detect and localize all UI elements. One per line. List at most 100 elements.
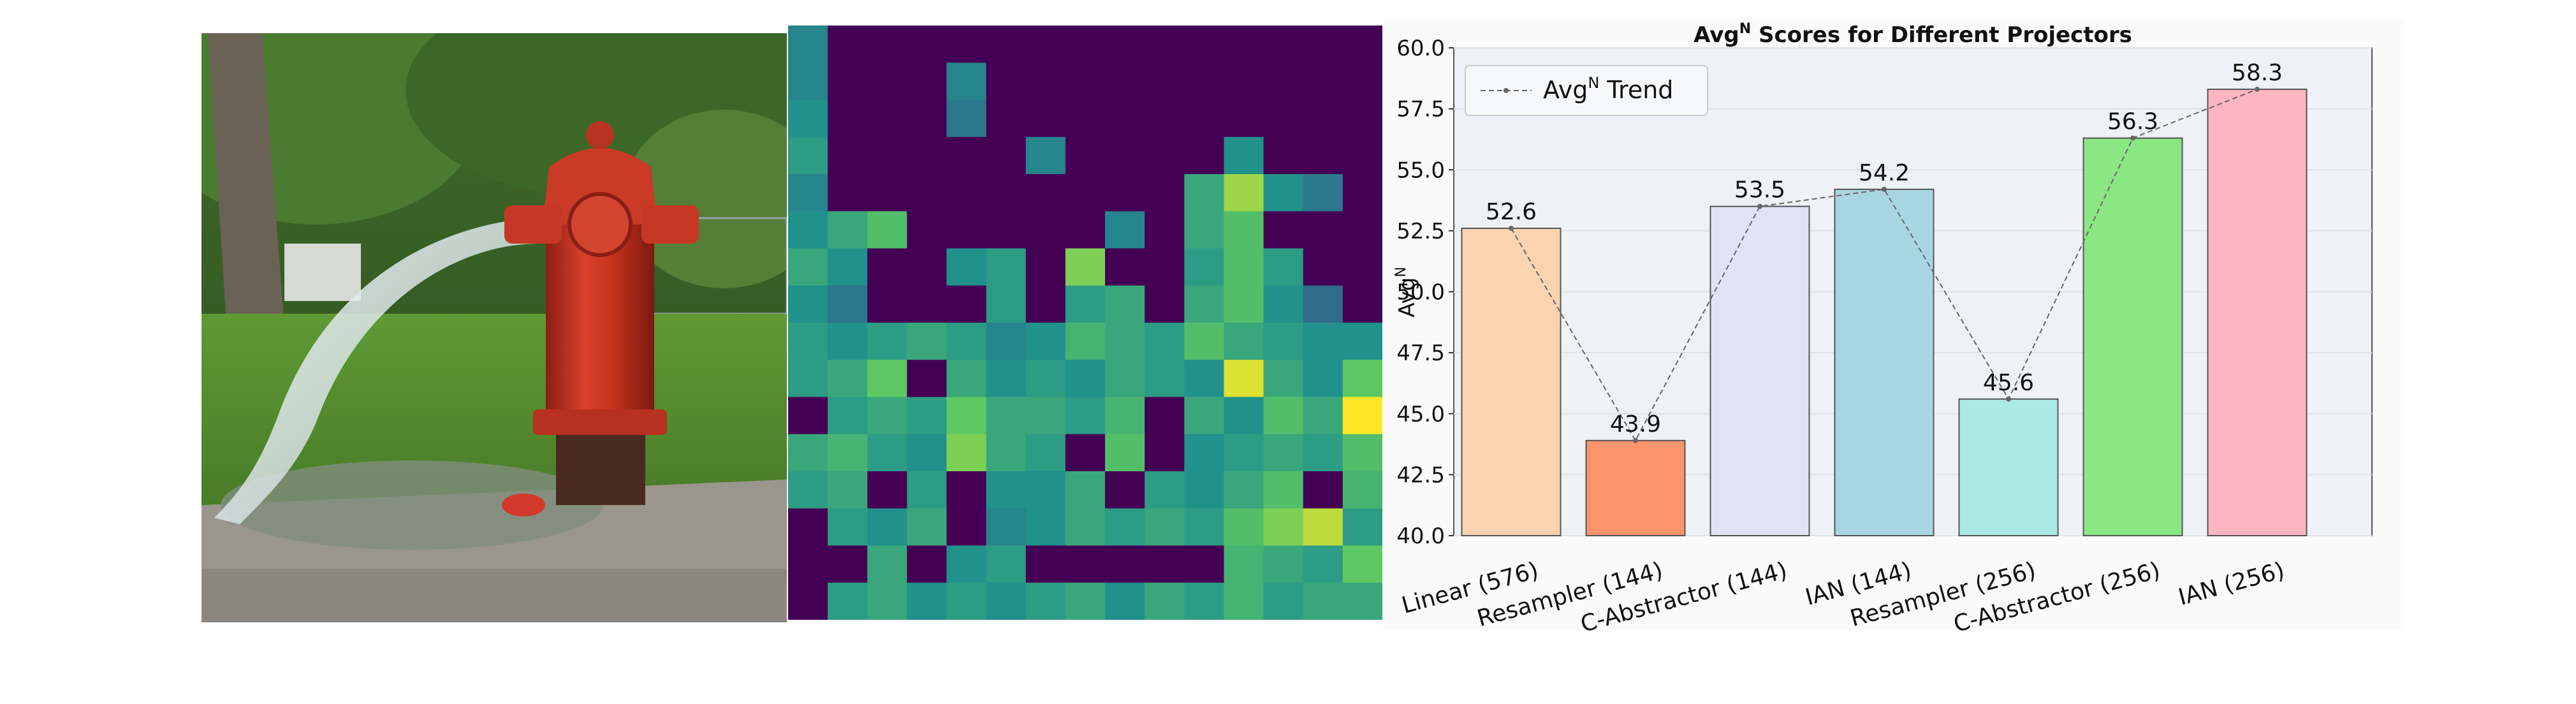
heatmap-cell xyxy=(867,397,907,435)
heatmap-cell xyxy=(907,545,948,583)
bar-chart: 40.0 42.5 45.0 47.5 50.0 52.5 55.0 57.5 60.0 52.… xyxy=(1384,19,2404,638)
heatmap-cell xyxy=(1342,174,1383,212)
heatmap-cell xyxy=(788,136,828,175)
bar-value-label: 58.3 xyxy=(2232,60,2283,86)
heatmap-cell xyxy=(1025,136,1066,175)
hydrant-bonnet xyxy=(543,148,657,224)
heatmap-cell xyxy=(1145,248,1185,286)
heatmap-cell xyxy=(907,323,948,360)
heatmap-cell xyxy=(1145,471,1185,509)
heatmap-cell xyxy=(788,211,828,249)
heatmap-cell xyxy=(907,471,948,509)
hydrant-body xyxy=(546,224,654,435)
heatmap-cell xyxy=(1263,323,1304,360)
heatmap-cell xyxy=(946,285,987,323)
heatmap-cell xyxy=(1065,174,1106,212)
heatmap-cell xyxy=(1224,545,1264,583)
heatmap-cell xyxy=(1224,397,1264,435)
bar xyxy=(2207,89,2308,536)
heatmap-cell xyxy=(946,136,987,175)
heatmap-cell xyxy=(1145,99,1185,138)
heatmap-cell xyxy=(788,397,828,435)
attention-heatmap xyxy=(788,26,1383,620)
heatmap-cell xyxy=(1025,360,1066,397)
heatmap-cell xyxy=(1342,211,1383,249)
y-tick-label: 60.0 xyxy=(1396,36,1445,61)
heatmap-cell xyxy=(986,62,1027,100)
y-tick-label: 40.0 xyxy=(1396,524,1445,549)
heatmap-cell xyxy=(1184,62,1224,100)
tree-trunk xyxy=(208,33,284,333)
bar-value-label: 43.9 xyxy=(1610,411,1661,437)
heatmap-cell xyxy=(1065,545,1106,583)
heatmap-cell xyxy=(986,285,1027,323)
heatmap-cell xyxy=(1184,471,1224,509)
bar xyxy=(2082,137,2183,536)
heatmap-cell xyxy=(986,434,1027,472)
heatmap-cell xyxy=(946,323,987,360)
heatmap-cell xyxy=(946,397,987,435)
heatmap-cell xyxy=(867,582,907,620)
heatmap-cell xyxy=(1105,545,1145,583)
heatmap-cell xyxy=(946,26,987,63)
heatmap-cell xyxy=(986,99,1027,138)
heatmap-cell xyxy=(946,360,987,397)
heatmap-cell xyxy=(1145,211,1185,249)
heatmap-cell xyxy=(1105,62,1145,100)
heatmap-cell xyxy=(986,211,1027,249)
bar xyxy=(1461,228,1562,536)
heatmap-cell xyxy=(1065,397,1106,435)
legend-box xyxy=(1465,65,1708,116)
heatmap-cell xyxy=(1065,136,1106,175)
heatmap-cell xyxy=(1145,62,1185,100)
heatmap-cell xyxy=(828,508,868,546)
heatmap-cell xyxy=(1263,434,1304,472)
data-labels: 52.6 43.9 53.5 54.2 45.6 56.3 58.3 xyxy=(1486,60,2283,437)
heatmap-cell xyxy=(907,211,948,249)
heatmap-cell xyxy=(1342,582,1383,620)
heatmap-cell xyxy=(1224,285,1264,323)
heatmap-cell xyxy=(788,248,828,286)
heatmap-cell xyxy=(1025,397,1066,435)
heatmap-cell xyxy=(1184,582,1224,620)
heatmap-cell xyxy=(1065,62,1106,100)
heatmap-cell xyxy=(1263,285,1304,323)
heatmap-cell xyxy=(1224,360,1264,397)
heatmap-cell xyxy=(1025,62,1066,100)
heatmap-cell xyxy=(1224,508,1264,546)
heatmap-cell xyxy=(1184,26,1224,63)
heatmap-cell xyxy=(986,323,1027,360)
y-tick-label: 57.5 xyxy=(1396,97,1445,122)
heatmap-cell xyxy=(1342,434,1383,472)
legend: AvgN Trend xyxy=(1465,65,1708,116)
heatmap-cell xyxy=(986,26,1027,63)
y-tick-label: 45.0 xyxy=(1396,402,1445,427)
heatmap-cell xyxy=(1145,360,1185,397)
heatmap-cell xyxy=(788,285,828,323)
heatmap-cell xyxy=(1303,136,1343,175)
heatmap-cell xyxy=(788,582,828,620)
y-tick-label: 52.5 xyxy=(1396,219,1445,244)
heatmap-cell xyxy=(1025,434,1066,472)
heatmap-cell xyxy=(1105,211,1145,249)
heatmap-cell xyxy=(1303,434,1343,472)
heatmap-cell xyxy=(907,582,948,620)
heatmap-cell xyxy=(867,285,907,323)
heatmap-cell xyxy=(1065,248,1106,286)
heatmap-cell xyxy=(1025,248,1066,286)
heatmap-cell xyxy=(828,397,868,435)
heatmap-cell xyxy=(1145,545,1185,583)
y-tick-label: 42.5 xyxy=(1396,462,1445,488)
heatmap-cell xyxy=(1105,471,1145,509)
y-tick-label: 55.0 xyxy=(1396,158,1445,183)
heatmap-cell xyxy=(1263,508,1304,546)
heatmap-cell xyxy=(1263,174,1304,212)
heatmap-cell xyxy=(1184,174,1224,212)
heatmap-cell xyxy=(1145,397,1185,435)
heatmap-cell xyxy=(1105,99,1145,138)
hydrant-front-cap xyxy=(567,192,633,257)
trend-marker xyxy=(2255,87,2260,92)
heatmap-cell xyxy=(828,582,868,620)
heatmap-cell xyxy=(788,471,828,509)
heatmap-cell xyxy=(788,99,828,138)
